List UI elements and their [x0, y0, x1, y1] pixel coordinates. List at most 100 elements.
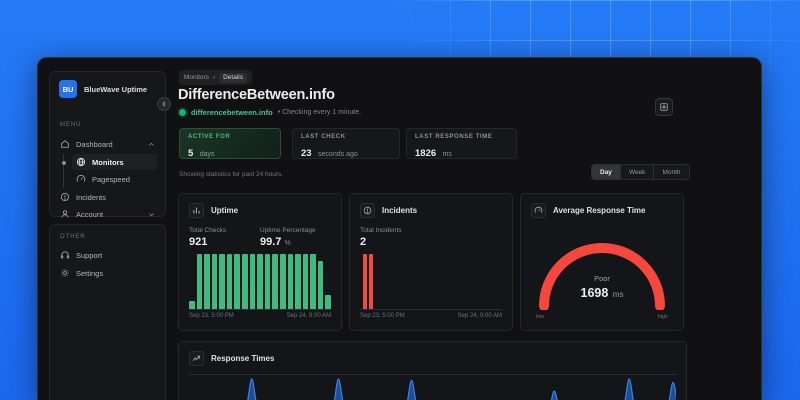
sidebar-other-card: OTHER Support Settings [49, 224, 166, 400]
range-button-day[interactable]: Day [592, 165, 621, 179]
sidebar-collapse-button[interactable] [157, 97, 171, 111]
active-item-highlight [72, 154, 157, 170]
range-toggle-group: Day Week Month [591, 164, 690, 180]
monitor-host-link[interactable]: differencebetween.info [191, 108, 273, 117]
sidebar-item-account[interactable]: Account [56, 206, 159, 222]
sidebar-item-support[interactable]: Support [56, 247, 159, 263]
other-section-label: OTHER [60, 234, 86, 240]
card-title: Average Response Time [553, 206, 646, 215]
status-dot [179, 109, 186, 116]
sidebar-item-incidents[interactable]: Incidents [56, 189, 159, 205]
home-icon [60, 139, 70, 149]
checking-interval-note: • Checking every 1 minute. [277, 109, 362, 116]
nav-tree-line [63, 154, 64, 188]
uptime-card: Uptime Total Checks 921 Uptime Percentag… [178, 193, 342, 331]
brand-name: BlueWave Uptime [84, 84, 148, 94]
stats-period-note: Showing statistics for past 24 hours. [179, 171, 284, 178]
uptime-bar [272, 254, 278, 309]
x-tick-start: Sep 23, 5:00 PM [360, 313, 405, 319]
uptime-bar [234, 254, 241, 309]
monitor-status-line: differencebetween.info • Checking every … [179, 108, 361, 117]
x-tick-end: Sep 24, 9:00 AM [286, 313, 331, 319]
sidebar-item-label: Settings [76, 268, 104, 278]
card-title: Response Times [211, 354, 275, 363]
card-title: Uptime [211, 206, 239, 215]
monitor-configure-button[interactable] [655, 98, 673, 116]
metric-unit: % [284, 240, 291, 247]
gear-icon [659, 102, 669, 112]
response-times-card: Response Times [178, 341, 687, 400]
uptime-bar [189, 301, 195, 309]
menu-section-label: MENU [60, 122, 82, 128]
sidebar-item-label: Dashboard [76, 139, 113, 149]
breadcrumb-separator: › [212, 74, 216, 81]
stat-value: 5 [188, 148, 194, 159]
uptime-bar [249, 254, 256, 309]
alert-circle-icon [60, 192, 70, 202]
globe-icon [76, 157, 86, 167]
sidebar-item-label: Support [76, 250, 103, 260]
response-times-plot [189, 374, 676, 400]
sidebar-item-monitors[interactable]: Monitors [56, 154, 159, 170]
chevron-down-icon [148, 211, 155, 218]
sidebar-item-settings[interactable]: Settings [56, 265, 159, 281]
uptime-bar [257, 254, 263, 309]
app-window: BU BlueWave Uptime MENU Dashboard [37, 57, 762, 400]
range-button-month[interactable]: Month [654, 165, 688, 179]
incident-bars [360, 254, 502, 310]
uptime-bar [287, 254, 294, 309]
stat-label: LAST CHECK [301, 134, 346, 140]
gauge-unit: ms [612, 290, 624, 299]
range-button-week[interactable]: Week [621, 165, 655, 179]
sidebar-item-dashboard[interactable]: Dashboard [56, 136, 159, 152]
sidebar-item-label: Account [76, 209, 104, 219]
metric-value: 99.7 [260, 236, 282, 248]
uptime-bar [302, 254, 309, 309]
sidebar-item-label: Pagespeed [92, 174, 130, 184]
brand-row: BU BlueWave Uptime [50, 72, 165, 98]
card-title: Incidents [382, 206, 418, 215]
alert-circle-icon [360, 203, 375, 218]
response-area-path [247, 378, 676, 400]
uptime-bar [219, 254, 225, 309]
uptime-bar [204, 254, 210, 309]
sidebar-item-label: Incidents [76, 192, 107, 202]
bar-chart-icon [189, 203, 204, 218]
breadcrumb-item-details[interactable]: Details [219, 72, 247, 83]
sidebar-item-pagespeed[interactable]: Pagespeed [56, 171, 159, 187]
response-gauge: Poor 1698 ms [536, 238, 668, 311]
metric-label: Uptime Percentage [260, 227, 316, 234]
stat-card-last-check: LAST CHECK 23 seconds ago [292, 128, 400, 159]
uptime-bar [211, 254, 218, 309]
uptime-bars [189, 254, 331, 310]
stat-unit: seconds ago [318, 151, 358, 158]
stat-value: 23 [301, 148, 312, 159]
uptime-bar [317, 260, 324, 309]
uptime-bar [310, 254, 316, 309]
metric-label: Total Checks [189, 227, 227, 234]
stat-label: LAST RESPONSE TIME [415, 134, 493, 140]
metric-label: Total Incidents [360, 227, 402, 234]
x-tick-start: Sep 23, 5:00 PM [189, 313, 234, 319]
stat-label: ACTIVE FOR [188, 134, 231, 140]
gear-icon [60, 268, 70, 278]
breadcrumb-item-monitors[interactable]: Monitors [184, 74, 209, 81]
uptime-bar [242, 254, 248, 309]
user-icon [60, 209, 70, 219]
incident-bar [362, 254, 367, 309]
gauge-arc [539, 243, 665, 311]
avg-response-time-card: Average Response Time Poor 1698 ms low h… [520, 193, 684, 331]
speedometer-icon [76, 174, 86, 184]
metric-value: 2 [360, 236, 367, 248]
trend-line-icon [189, 351, 204, 366]
uptime-bar [295, 254, 301, 309]
sidebar-menu-card: BU BlueWave Uptime MENU Dashboard [49, 71, 166, 219]
stat-unit: days [199, 151, 215, 158]
gauge-value: 1698 [580, 286, 609, 300]
gauge-status-label: Poor [594, 274, 610, 283]
uptime-bar [264, 254, 271, 309]
metric-value: 921 [189, 236, 208, 248]
page-title: DifferenceBetween.info [178, 87, 335, 103]
uptime-bar [226, 254, 233, 309]
